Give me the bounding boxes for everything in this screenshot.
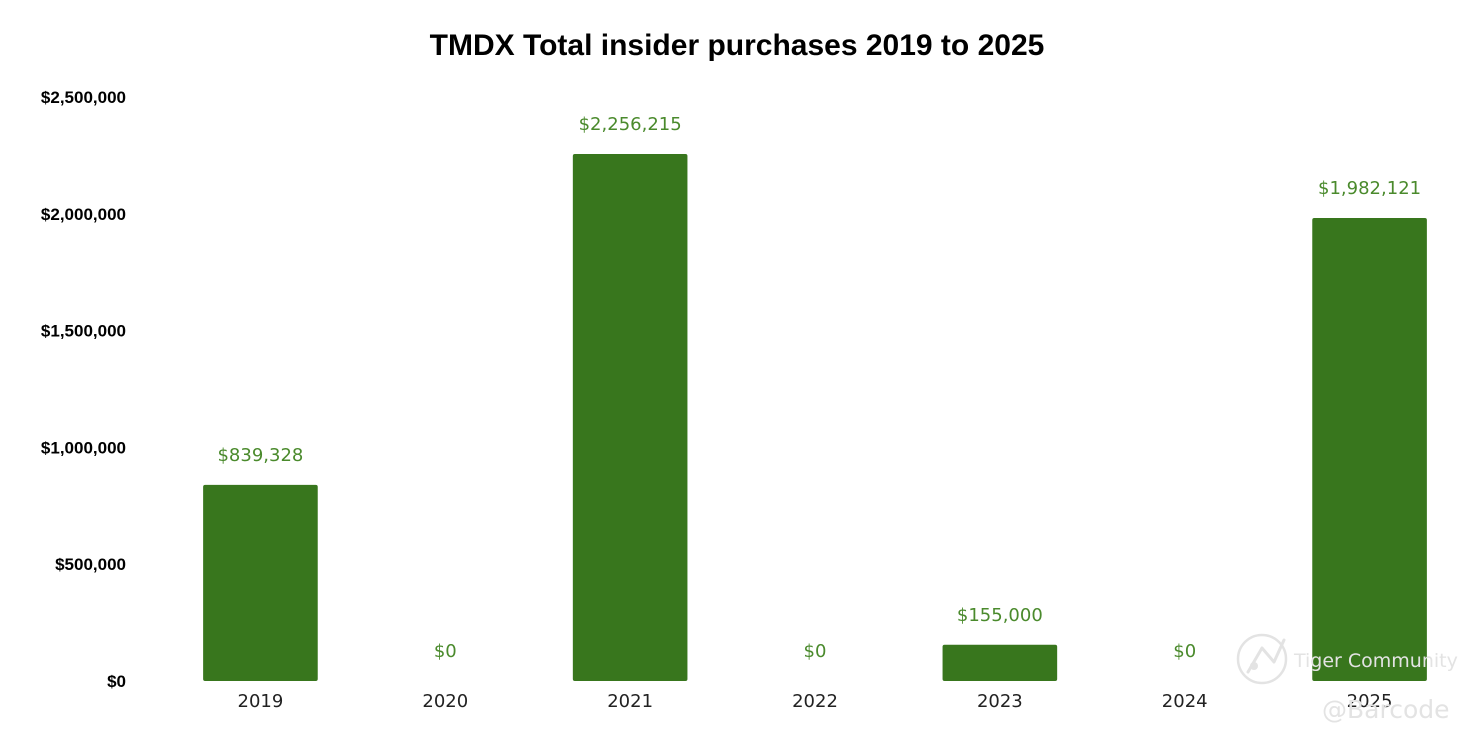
chart-title: TMDX Total insider purchases 2019 to 202… (430, 29, 1045, 62)
data-label-2020: $0 (434, 641, 457, 662)
x-tick-label: 2025 (1347, 691, 1393, 712)
y-tick-label: $500,000 (55, 555, 126, 574)
data-labels-group: $839,328 $0 $2,256,215 $0 $155,000 $0 $1,982,1… (217, 114, 1421, 662)
bar-2023 (942, 644, 1058, 681)
tiger-logo-icon (1236, 633, 1288, 685)
data-label-2023: $155,000 (957, 605, 1043, 626)
watermark-brand: Tiger Community (1293, 650, 1458, 672)
x-tick-label: 2020 (422, 691, 468, 712)
y-tick-label: $1,000,000 (41, 438, 126, 457)
data-label-2021: $2,256,215 (579, 114, 682, 135)
watermark: Tiger Community @Barcode (1236, 633, 1458, 724)
x-tick-label: 2019 (238, 691, 284, 712)
watermark-handle: @Barcode (1322, 695, 1450, 724)
y-tick-label: $2,500,000 (41, 88, 126, 107)
y-tick-label: $2,000,000 (41, 205, 126, 224)
x-axis: 2019 2020 2021 2022 2023 2024 2025 (238, 691, 1393, 712)
data-label-2022: $0 (804, 641, 827, 662)
data-label-2025: $1,982,121 (1318, 178, 1421, 199)
data-label-2019: $839,328 (217, 445, 303, 466)
bar-2019 (203, 484, 318, 681)
bar-2025 (1312, 217, 1427, 681)
y-axis: $0 $500,000 $1,000,000 $1,500,000 $2,000,000… (41, 88, 126, 691)
y-tick-label: $0 (107, 672, 126, 691)
data-label-2024: $0 (1173, 641, 1196, 662)
y-tick-label: $1,500,000 (41, 322, 126, 341)
bars-group (203, 153, 1427, 681)
x-tick-label: 2023 (977, 691, 1023, 712)
bar-2021 (572, 153, 688, 681)
x-tick-label: 2024 (1162, 691, 1208, 712)
x-tick-label: 2022 (792, 691, 838, 712)
x-tick-label: 2021 (607, 691, 653, 712)
